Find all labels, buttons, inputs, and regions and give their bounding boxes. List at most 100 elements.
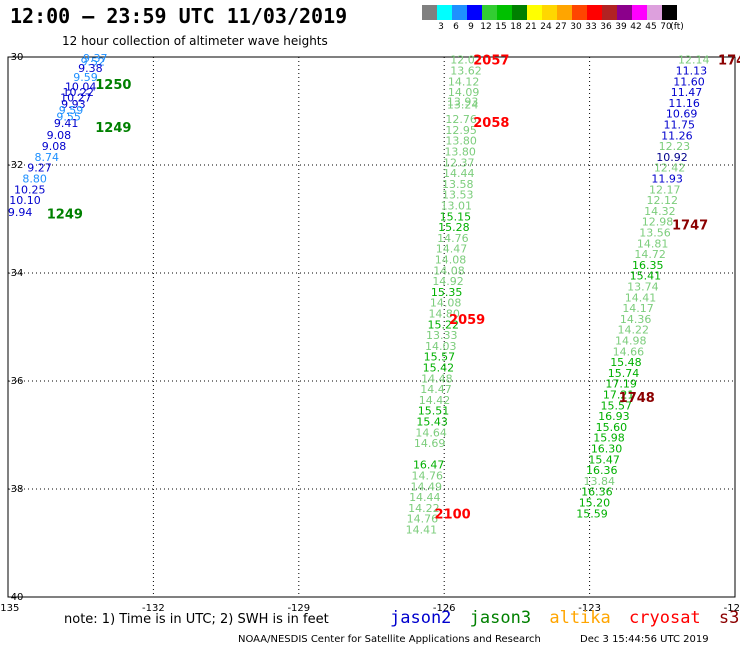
wave-height-value: 13.58: [442, 178, 474, 191]
color-scale-label: 9: [468, 22, 474, 32]
latitude-tick-label: -30: [7, 52, 23, 63]
wave-height-value: 14.08: [433, 264, 465, 277]
color-scale-swatch: [632, 5, 647, 20]
color-scale-swatch: [542, 5, 557, 20]
wave-height-value: 13.56: [639, 227, 671, 240]
wave-height-value: 12.07: [450, 54, 482, 67]
wave-height-value: 11.26: [661, 129, 693, 142]
wave-height-value: 16.93: [598, 410, 630, 423]
wave-height-value: 15.42: [423, 362, 455, 375]
wave-height-value: 14.12: [448, 75, 480, 88]
time-label: 1746: [718, 54, 740, 69]
wave-height-value: 15.41: [630, 270, 662, 283]
latitude-tick-label: -38: [7, 484, 23, 495]
wave-height-value: 9.59: [59, 104, 84, 117]
color-scale-label: 36: [600, 22, 612, 32]
color-scale-label: 30: [570, 22, 582, 32]
latitude-tick-label: -34: [7, 268, 23, 279]
time-label: 1748: [619, 391, 655, 406]
legend-jason3: jason3: [469, 608, 532, 628]
units-note: note: 1) Time is in UTC; 2) SWH is in fe…: [64, 612, 329, 627]
wave-height-value: 14.09: [448, 86, 480, 99]
wave-height-value: 13.01: [441, 200, 473, 213]
wave-height-value: 11.13: [676, 65, 708, 78]
wave-height-value: 15.98: [593, 432, 625, 445]
wave-height-value: 12.76: [445, 113, 477, 126]
wave-height-value: 15.57: [424, 351, 456, 364]
wave-height-value: 14.22: [408, 502, 440, 515]
wave-height-value: 9.38: [78, 62, 103, 75]
page-title: 12:00 – 23:59 UTC 11/03/2019: [10, 4, 348, 28]
color-scale-label: 70: [660, 22, 672, 32]
wave-height-value: 11.47: [671, 86, 703, 99]
wave-height-value: 15.57: [601, 399, 633, 412]
color-scale-label: 3: [438, 22, 444, 32]
color-scale-swatch: [572, 5, 587, 20]
wave-height-value: 14.41: [625, 291, 657, 304]
time-label: 1747: [672, 218, 708, 233]
legend-jason2: jason2: [390, 608, 452, 628]
wave-height-value: 13.84: [584, 475, 616, 488]
wave-height-value: 14.64: [415, 426, 447, 439]
longitude-tick-label: -135: [0, 603, 19, 614]
footer-credit: NOAA/NESDIS Center for Satellite Applica…: [238, 634, 541, 645]
wave-height-value: 9.37: [83, 52, 108, 65]
wave-height-value: 11.93: [651, 173, 683, 186]
time-label: 1249: [47, 208, 83, 223]
wave-height-value: 14.47: [420, 383, 452, 396]
wave-height-value: 15.15: [440, 210, 472, 223]
wave-height-value: 15.47: [588, 453, 620, 466]
color-scale-swatch: [662, 5, 677, 20]
legend-s3a: s3a: [718, 608, 740, 628]
latitude-tick-label: -36: [7, 376, 23, 387]
wave-height-value: 9.27: [27, 162, 52, 175]
wave-height-value: 14.72: [634, 248, 666, 261]
wave-height-value: 14.48: [421, 372, 453, 385]
color-scale-swatch: [512, 5, 527, 20]
wave-height-value: 12.23: [659, 140, 691, 153]
color-scale-label: 21: [525, 22, 537, 32]
wave-height-value: 14.81: [637, 237, 669, 250]
time-label: 1250: [95, 78, 131, 93]
wave-height-value: 14.98: [615, 335, 647, 348]
wave-height-value: 17.19: [605, 378, 637, 391]
wave-height-value: 15.74: [608, 367, 640, 380]
color-scale-swatch: [482, 5, 497, 20]
color-scale-unit: (ft): [670, 22, 684, 32]
color-scale-label: 12: [480, 22, 492, 32]
wave-height-value: 15.28: [438, 221, 470, 234]
wave-height-value: 13.74: [627, 281, 659, 294]
wave-height-value: 14.17: [622, 302, 654, 315]
wave-height-value: 12.95: [445, 124, 477, 137]
wave-height-value: 15.22: [427, 318, 459, 331]
footer-timestamp: Dec 3 15:44:56 UTC 2019: [580, 634, 709, 645]
wave-height-value: 9.59: [73, 71, 98, 84]
wave-height-value: 14.41: [406, 524, 438, 537]
color-scale-label: 33: [585, 22, 597, 32]
wave-height-value: 12.42: [654, 162, 686, 175]
wave-height-value: 14.76: [411, 470, 443, 483]
wave-height-value: 16.36: [586, 464, 618, 477]
wave-height-value: 10.92: [656, 151, 688, 164]
wave-height-value: 9.94: [8, 206, 33, 219]
wave-height-value: 11.75: [664, 119, 696, 132]
wave-height-value: 13.93: [447, 95, 479, 108]
color-scale-swatch: [647, 5, 662, 20]
wave-height-value: 14.49: [411, 480, 443, 493]
wave-height-value: 15.60: [596, 421, 628, 434]
color-scale-label: 42: [630, 22, 642, 32]
color-scale-swatch: [602, 5, 617, 20]
wave-height-value: 10.10: [9, 194, 41, 207]
color-scale-swatch: [497, 5, 512, 20]
wave-height-value: 14.92: [432, 275, 464, 288]
time-label: 2059: [449, 313, 485, 328]
satellite-legend: jason2 jason3 altika cryosat s3a: [390, 608, 740, 628]
latitude-tick-label: -40: [7, 592, 23, 603]
longitude-tick-label: -123: [578, 603, 601, 614]
wave-height-value: 14.66: [613, 345, 645, 358]
wave-height-value: 13.24: [447, 99, 479, 112]
wave-height-value: 16.30: [591, 443, 623, 456]
wave-height-value: 9.41: [54, 117, 79, 130]
wave-height-value: 9.52: [81, 55, 106, 68]
time-label: 2100: [435, 507, 471, 522]
